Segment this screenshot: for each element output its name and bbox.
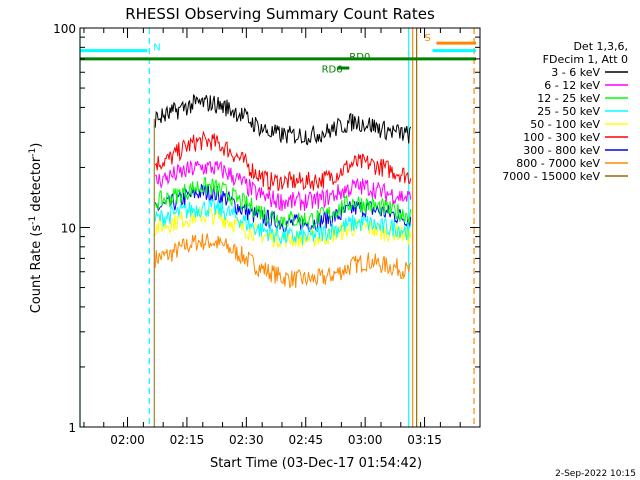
x-tick-label-0300: 03:00 xyxy=(348,433,383,447)
series-line-800-7000kev xyxy=(154,233,412,289)
x-tick-label-0200: 02:00 xyxy=(110,433,145,447)
series-line-3-6kev xyxy=(154,93,412,146)
annotation-rd0: RD0 xyxy=(349,52,370,63)
y-tick-label-1: 1 xyxy=(68,421,76,435)
x-tick-label-0315: 03:15 xyxy=(407,433,442,447)
annotation-s: S xyxy=(425,33,431,44)
series-line-25-50kev xyxy=(154,198,412,246)
x-tick-label-0215: 02:15 xyxy=(170,433,205,447)
legend-label-2: 12 - 25 keV xyxy=(537,92,600,105)
chart-title: RHESSI Observing Summary Count Rates xyxy=(125,5,435,23)
axes: 1 10 100 02:00 02:15 02:30 02:45 03:00 03:15 xyxy=(53,22,481,447)
legend-header-1: FDecim 1, Att 0 xyxy=(543,53,628,66)
series-line-12-25kev xyxy=(154,176,412,230)
annotation-rd6: RD6 xyxy=(322,64,343,75)
legend-label-1: 6 - 12 keV xyxy=(544,79,600,92)
x-tick-label-0245: 02:45 xyxy=(288,433,323,447)
legend-label-3: 25 - 50 keV xyxy=(537,105,600,118)
series-line-100-300kev xyxy=(154,130,412,192)
y-axis-label: Count Rate (s-1 detector-1) xyxy=(28,143,44,314)
x-axis-label: Start Time (03-Dec-17 01:54:42) xyxy=(210,456,422,471)
y-tick-label-100: 100 xyxy=(53,22,76,36)
y-tick-label-10: 10 xyxy=(61,222,76,236)
legend-label-6: 300 - 800 keV xyxy=(523,144,600,157)
series-line-6-12kev xyxy=(155,159,412,212)
legend-label-8: 7000 - 15000 keV xyxy=(502,170,600,183)
legend-label-7: 800 - 7000 keV xyxy=(516,157,600,170)
x-tick-label-0230: 02:30 xyxy=(229,433,264,447)
annotation-n: N xyxy=(153,43,160,54)
legend-label-4: 50 - 100 keV xyxy=(530,118,600,131)
footer-date: 2-Sep-2022 10:15 xyxy=(555,469,636,479)
legend-header-0: Det 1,3,6, xyxy=(573,40,628,53)
legend-label-0: 3 - 6 keV xyxy=(551,66,600,79)
plot-area: N S RD0 RD6 xyxy=(79,28,477,427)
legend-label-5: 100 - 300 keV xyxy=(523,131,600,144)
